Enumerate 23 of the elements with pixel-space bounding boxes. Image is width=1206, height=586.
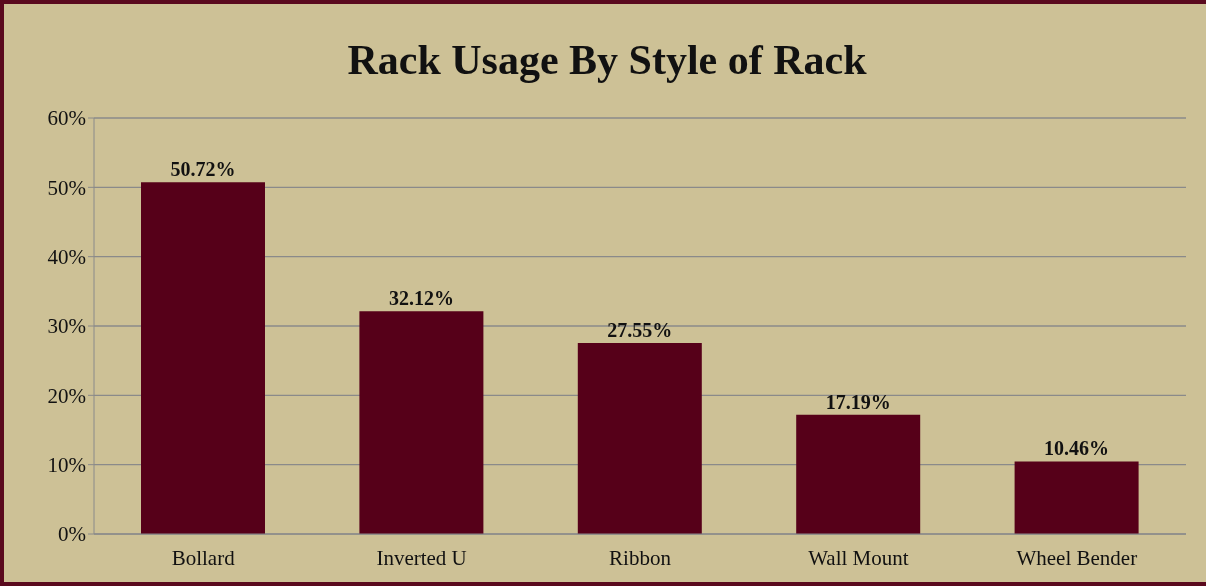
bar (141, 182, 265, 534)
x-tick-label: Ribbon (609, 545, 672, 570)
x-tick-label: Wall Mount (808, 545, 909, 570)
y-tick-label: 30% (47, 314, 86, 339)
y-tick-label: 50% (47, 175, 86, 200)
data-label: 10.46% (1044, 437, 1110, 460)
bar (1014, 461, 1139, 534)
x-tick-label: Inverted U (376, 545, 467, 570)
x-tick-label: Bollard (171, 545, 236, 570)
data-label: 27.55% (607, 318, 673, 341)
y-tick-label: 60% (47, 106, 86, 131)
y-tick-label: 40% (47, 245, 86, 270)
bar (577, 342, 702, 534)
chart-title: Rack Usage By Style of Rack (346, 36, 868, 84)
y-tick-label: 20% (47, 383, 86, 408)
data-label: 50.72% (170, 158, 236, 181)
data-label: 17.19% (825, 390, 891, 413)
y-tick-label: 10% (47, 453, 86, 478)
bar (796, 414, 921, 534)
bar (359, 311, 484, 534)
data-label: 32.12% (388, 287, 454, 310)
x-tick-label: Wheel Bender (1016, 545, 1138, 570)
y-tick-label: 0% (58, 522, 86, 547)
